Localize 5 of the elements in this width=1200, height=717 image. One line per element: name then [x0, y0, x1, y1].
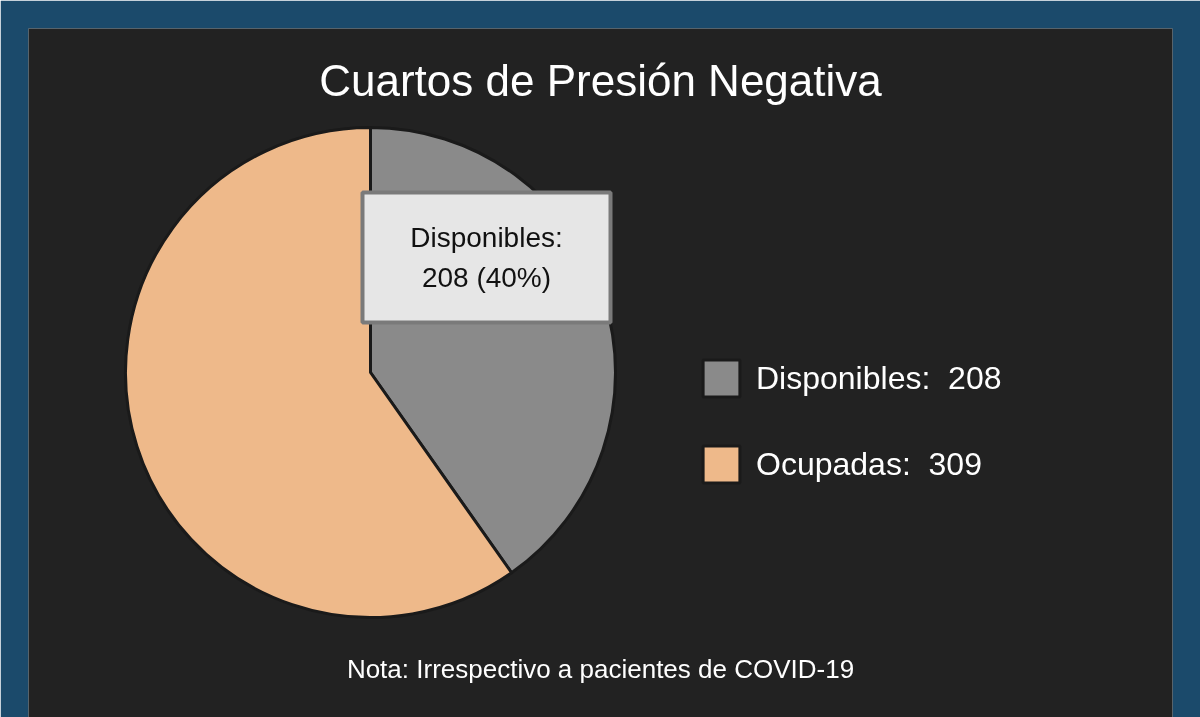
text: Nota: Irrespectivo a pacientes de COVID-19: [346, 653, 855, 684]
text: Disponibles: 208 (40%): [410, 221, 563, 294]
chart-title: Cuartos de Presión Negativa: [319, 56, 883, 105]
legend-label: Disponibles: 208: [756, 359, 1002, 397]
legend-label: Ocupadas: 309: [756, 445, 982, 483]
